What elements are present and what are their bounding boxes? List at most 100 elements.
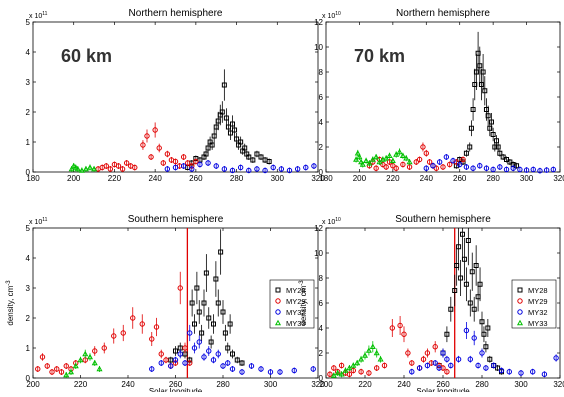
y-tick-label: 12 [314, 18, 323, 27]
data-point [203, 270, 209, 276]
data-point [234, 136, 240, 142]
y-tick-label: 12 [314, 224, 323, 233]
x-tick-label: 260 [453, 174, 467, 183]
data-point [201, 300, 207, 306]
data-point [477, 281, 483, 287]
data-point [523, 167, 530, 173]
data-point [177, 351, 183, 357]
legend: MY28 MY29 MY32 MY33 [511, 279, 557, 329]
y-axis-label-exponent: -3 [299, 280, 305, 286]
data-point [163, 357, 169, 363]
data-point [227, 130, 233, 136]
data-point [488, 119, 494, 125]
data-point [242, 145, 248, 151]
data-point [196, 309, 202, 315]
x-tick-label: 200 [319, 380, 333, 389]
data-point [266, 159, 272, 164]
axes-box [32, 21, 319, 173]
data-point [393, 165, 399, 171]
data-point [294, 166, 301, 172]
data-point [225, 360, 231, 366]
y-axis-label-text: density, cm [299, 285, 308, 325]
data-point [132, 164, 138, 171]
x-tick-label: 180 [319, 174, 333, 183]
y-tick-label: 10 [314, 43, 323, 52]
chart-title: Northern hemisphere [396, 8, 490, 19]
data-point [206, 348, 212, 354]
y-tick-label: 10 [314, 249, 323, 258]
data-point [223, 115, 229, 121]
data-point [470, 165, 476, 171]
y-multiplier-exponent: 11 [42, 11, 47, 17]
data-point [406, 158, 413, 165]
legend-marker [517, 298, 523, 304]
data-point [107, 166, 114, 172]
data-point [373, 153, 380, 160]
data-point [475, 362, 481, 369]
data-point [440, 350, 446, 356]
data-point [446, 161, 453, 168]
y-tick-label: 4 [319, 118, 324, 127]
data-point [194, 285, 200, 291]
y-multiplier-base: x 10 [322, 13, 335, 20]
x-tick-label: 240 [148, 174, 162, 183]
data-point [229, 167, 236, 174]
data-point [189, 300, 195, 306]
data-point [517, 166, 523, 173]
data-point [510, 165, 516, 171]
series-my32 [409, 321, 559, 378]
data-point [254, 151, 260, 157]
data-point [229, 366, 236, 372]
data-point [354, 359, 361, 366]
y-tick-label: 4 [319, 324, 324, 333]
data-point [248, 363, 255, 369]
chart-title: Northern hemisphere [129, 8, 223, 19]
data-point [397, 322, 403, 329]
data-point [485, 325, 491, 331]
data-point [358, 158, 365, 165]
data-point [493, 138, 499, 144]
data-point [366, 160, 373, 166]
data-point [115, 163, 122, 169]
x-tick-label: 300 [271, 174, 285, 183]
data-point [221, 166, 228, 172]
data-point [471, 306, 477, 312]
data-point [331, 365, 337, 371]
data-point [164, 151, 171, 157]
data-point [477, 163, 483, 169]
data-point [480, 69, 486, 75]
data-point [409, 369, 415, 375]
data-point [514, 163, 520, 169]
data-point [227, 321, 233, 327]
data-point [86, 164, 94, 170]
legend-label: MY33 [528, 319, 548, 328]
data-point [460, 156, 466, 163]
data-point [208, 339, 214, 345]
legend-marker [274, 319, 282, 326]
data-point [206, 315, 212, 321]
data-point [91, 165, 98, 172]
legend-marker [275, 309, 281, 315]
data-point [495, 144, 501, 150]
data-point [232, 127, 238, 133]
data-point [72, 362, 79, 369]
data-point [424, 350, 431, 356]
data-point [487, 356, 493, 362]
x-tick-label: 220 [74, 380, 88, 389]
data-point [405, 350, 411, 356]
data-point [139, 321, 145, 327]
y-tick-label: 0 [319, 374, 324, 383]
legend-label: MY32 [528, 308, 548, 317]
x-tick-label: 220 [386, 174, 400, 183]
data-point [373, 349, 380, 356]
data-point [396, 148, 403, 155]
data-point [222, 330, 228, 336]
data-point [495, 365, 501, 371]
data-point [423, 150, 429, 156]
data-point [68, 165, 75, 172]
data-point [220, 363, 226, 369]
y-axis-label-exponent: -3 [6, 280, 12, 286]
data-point [361, 352, 369, 358]
data-point [35, 366, 41, 372]
